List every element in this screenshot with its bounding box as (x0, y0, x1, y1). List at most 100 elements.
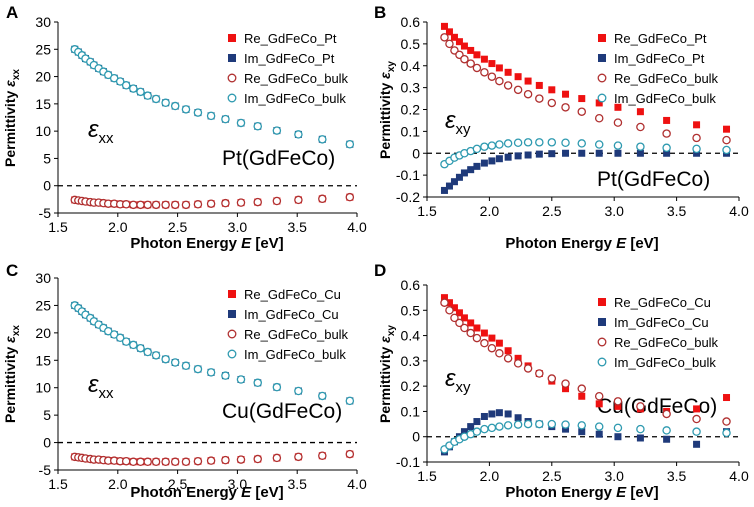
data-point (445, 28, 453, 36)
data-point (294, 452, 303, 462)
data-point (614, 433, 622, 441)
legend-entry-label: Re_GdFeCo_Cu (614, 295, 711, 310)
legend-marker (227, 93, 237, 103)
data-point (467, 46, 475, 54)
y-axis-title-symbol: ε (2, 336, 18, 343)
data-point (535, 419, 544, 429)
data-point (272, 196, 282, 206)
data-point (523, 138, 533, 147)
x-tick-label: 3.0 (604, 203, 624, 219)
data-point (445, 299, 453, 307)
data-point (535, 150, 543, 158)
y-axis-title-subscript: xx (11, 325, 22, 337)
data-point (692, 414, 701, 424)
x-tick-label: 2.5 (542, 468, 562, 484)
data-point (466, 59, 475, 68)
epsilon-subscript: xx (99, 130, 115, 147)
chart-panel-b: B -0.2 -0.1 0 0.1 0.2 0.3 0.4 0.5 0.6 1.5 2.0 2.5 3.0… (374, 3, 749, 252)
x-tick-label: 4.0 (729, 203, 749, 219)
epsilon-annotation: εxx (88, 116, 114, 147)
y-tick-label: -0.1 (396, 454, 420, 470)
data-point (440, 186, 448, 194)
data-point (503, 354, 513, 363)
y-tick-label: 0.6 (401, 14, 421, 30)
x-axis-title-main: Photon Energy (505, 235, 616, 252)
y-axis-title-main: Permittivity (2, 87, 18, 167)
y-tick-label: 20 (35, 69, 51, 85)
x-tick-label: 3.0 (604, 468, 624, 484)
data-point (487, 141, 497, 150)
y-tick-label: 30 (35, 270, 51, 286)
data-point (455, 318, 464, 328)
y-tick-label: 0.3 (401, 353, 421, 369)
x-tick-label: 1.5 (417, 203, 437, 219)
legend-entry-label: Im_GdFeCo_bulk (244, 91, 346, 106)
x-tick-label: 2.5 (168, 219, 188, 235)
y-axis-title: Permittivity εxx (2, 325, 22, 423)
data-point (460, 54, 469, 64)
legend-marker (597, 73, 607, 83)
data-point (722, 428, 731, 438)
data-point (480, 412, 488, 420)
y-tick-label: 0.2 (401, 102, 421, 118)
data-point (578, 149, 586, 157)
data-point (121, 456, 131, 466)
legend-marker (598, 298, 606, 306)
data-point (151, 351, 161, 360)
material-annotation: Cu(GdFeCo) (222, 400, 342, 423)
x-axis-title-var: E (616, 484, 627, 501)
series-re-gdfeco-pt (440, 22, 731, 133)
data-point (577, 139, 587, 148)
data-point (221, 371, 230, 380)
data-point (636, 108, 644, 116)
series-re-gdfeco-bulk (440, 33, 731, 145)
x-tick-label: 3.0 (228, 219, 248, 235)
data-point (440, 294, 448, 302)
data-point (535, 81, 543, 89)
x-tick-label: 1.5 (48, 219, 68, 235)
data-point (562, 149, 570, 157)
data-point (221, 198, 230, 208)
data-point (488, 410, 496, 418)
data-point (143, 457, 152, 467)
x-axis-title-main: Photon Energy (130, 235, 241, 252)
data-point (693, 405, 701, 413)
data-point (480, 159, 488, 167)
data-point (613, 423, 623, 433)
data-point (345, 396, 355, 406)
data-point (460, 42, 468, 50)
data-point (578, 428, 586, 436)
x-tick-label: 2.0 (108, 219, 128, 235)
data-point (513, 420, 523, 429)
legend-entry-label: Re_GdFeCo_bulk (614, 335, 719, 350)
data-point (318, 451, 327, 460)
y-tick-label: 0.1 (401, 123, 421, 139)
legend: Re_GdFeCo_Pt Im_GdFeCo_Pt Re_GdFeCo_bulk Im… (597, 31, 719, 106)
y-tick-label: 0.4 (401, 328, 421, 344)
data-point (460, 314, 468, 322)
data-point (115, 333, 125, 343)
data-point (561, 138, 570, 147)
data-point (467, 166, 475, 174)
y-axis-title-subscript: xy (386, 325, 397, 337)
series-im-gdfeco-bulk (70, 301, 355, 406)
data-point (121, 337, 131, 346)
data-point (121, 200, 131, 209)
y-axis-title-symbol: ε (377, 72, 393, 79)
data-point (614, 103, 622, 111)
x-tick-label: 3.5 (287, 476, 307, 492)
y-tick-label: 0.4 (401, 58, 421, 74)
legend-marker (597, 337, 607, 347)
data-point (722, 135, 731, 145)
legend-entry-label: Im_GdFeCo_bulk (614, 91, 716, 106)
data-point (181, 361, 191, 371)
y-tick-label: 0 (43, 435, 51, 451)
data-point (345, 139, 355, 149)
data-point (723, 125, 731, 133)
data-point (594, 114, 604, 123)
legend-marker (597, 93, 607, 103)
data-point (495, 76, 504, 86)
data-point (136, 343, 145, 353)
data-point (561, 420, 570, 429)
data-point (466, 328, 475, 338)
